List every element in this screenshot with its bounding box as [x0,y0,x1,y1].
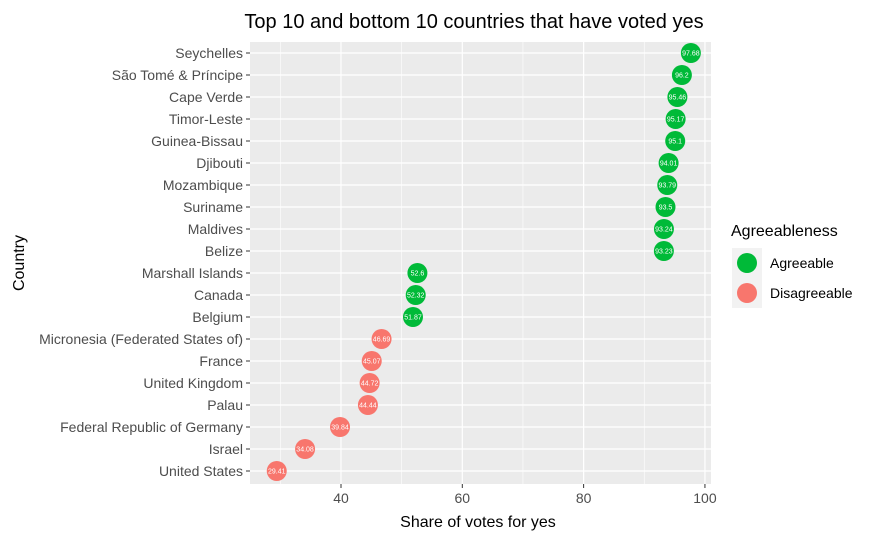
y-tick-label: Timor-Leste [169,111,243,127]
data-point [361,351,382,371]
legend-label: Agreeable [770,255,834,271]
data-point [653,219,674,239]
minor-grid [280,42,645,484]
y-tick-label: Djibouti [196,155,243,171]
data-point [295,439,316,459]
x-tick-label: 100 [693,490,717,506]
data-point [658,153,679,173]
x-tick-label: 40 [333,490,349,506]
data-label: 39.84 [331,425,349,432]
y-tick-label: Belize [205,243,243,259]
data-label: 93.5 [659,205,673,212]
data-point [665,131,686,151]
data-label: 93.23 [655,249,673,256]
y-axis: Seychelles São Tomé & Príncipe Cape Verde T… [39,45,250,479]
data-label: 95.1 [668,139,682,146]
y-tick-label: Israel [209,441,243,457]
data-point [357,395,378,415]
data-label: 94.01 [660,161,678,168]
data-point [371,329,392,349]
y-tick-label: Seychelles [175,45,243,61]
data-label: 45.07 [363,359,381,366]
legend-title: Agreeableness [731,223,838,240]
y-tick-label: United States [159,463,243,479]
y-tick-label: Cape Verde [169,89,243,105]
data-point [655,197,676,217]
legend-marker [737,283,757,303]
data-point [330,417,351,437]
data-label: 52.32 [407,293,425,300]
legend-label: Disagreeable [770,285,853,301]
data-label: 44.72 [361,381,379,388]
y-tick-label: Maldives [188,221,243,237]
data-point [266,461,287,481]
y-tick-label: Suriname [183,199,243,215]
y-tick-label: São Tomé & Príncipe [112,67,243,83]
y-tick-label: Belgium [192,309,243,325]
y-axis-title: Country [11,235,28,291]
data-label: 29.41 [268,469,286,476]
y-tick-label: Mozambique [163,177,243,193]
data-label: 93.79 [659,183,677,190]
y-tick-label: Palau [207,397,243,413]
data-label: 44.44 [359,403,377,410]
data-point [657,175,678,195]
data-points: 97.68 96.2 95.46 95.17 95.1 94.01 93.79 93.5 93.… [266,43,701,481]
x-tick-label: 80 [576,490,592,506]
data-label: 97.68 [682,51,700,58]
y-tick-label: France [199,353,243,369]
y-tick-label: Guinea-Bissau [151,133,243,149]
data-point [359,373,380,393]
y-tick-label: Canada [194,287,243,303]
data-point [405,285,426,305]
x-axis: 40 60 80 100 [333,484,717,506]
data-label: 96.2 [675,73,689,80]
data-label: 93.24 [655,227,673,234]
data-label: 95.17 [667,117,685,124]
data-label: 46.69 [373,337,391,344]
y-tick-label: Federal Republic of Germany [60,419,243,435]
data-point [680,43,701,63]
major-grid [250,42,711,484]
y-tick-label: Micronesia (Federated States of) [39,331,243,347]
chart-title: Top 10 and bottom 10 countries that have… [244,11,703,33]
legend-marker [737,253,757,273]
legend: Agreeableness Agreeable Disagreeable [731,223,853,308]
x-tick-label: 60 [455,490,471,506]
x-axis-title: Share of votes for yes [400,514,556,531]
y-tick-label: Marshall Islands [142,265,243,281]
data-label: 34.08 [296,447,314,454]
plot-panel [250,42,711,484]
data-label: 95.46 [669,95,687,102]
data-label: 52.6 [411,271,425,278]
data-point [671,65,692,85]
data-point [653,241,674,261]
data-point [407,263,428,283]
data-point [402,307,423,327]
data-point [665,109,686,129]
y-tick-label: United Kingdom [143,375,243,391]
data-label: 51.87 [404,315,422,322]
data-point [667,87,688,107]
